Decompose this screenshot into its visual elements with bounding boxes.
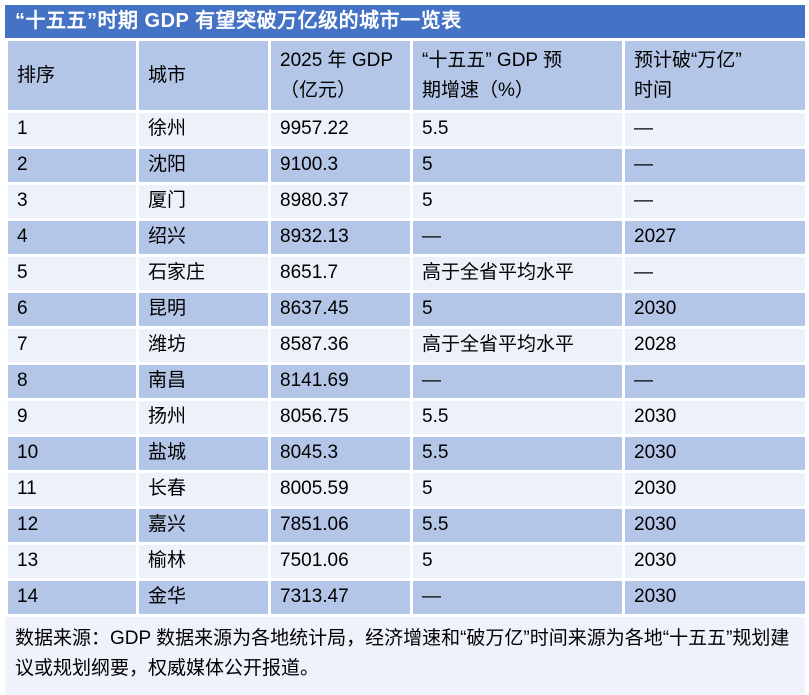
year-cell: 2028	[622, 326, 808, 365]
rank-cell: 14	[5, 578, 139, 617]
gdp-cell: 7313.47	[268, 578, 413, 617]
gdp-cell: 8141.69	[268, 362, 413, 401]
growth-cell: —	[410, 578, 625, 617]
growth-cell: —	[410, 218, 625, 257]
year-cell: —	[622, 110, 808, 149]
table-row: 1 徐州 9957.22 5.5—	[5, 110, 808, 149]
rank-cell: 10	[5, 434, 139, 473]
gdp-cell: 8005.59	[268, 470, 413, 509]
year-cell: —	[622, 362, 808, 401]
year-cell: 2030	[622, 434, 808, 473]
table-row: 10 盐城 8045.3 5.5 2030	[5, 434, 808, 473]
table-row: 3 厦门 8980.37 5—	[5, 182, 808, 221]
growth-cell: 5.5	[410, 110, 625, 149]
year-cell: 2030	[622, 398, 808, 437]
growth-cell: 高于全省平均水平	[410, 254, 625, 293]
growth-cell: 5	[410, 146, 625, 185]
city-cell: 厦门	[136, 182, 271, 221]
rank-cell: 5	[5, 254, 139, 293]
growth-cell: 5.5	[410, 398, 625, 437]
rank-cell: 7	[5, 326, 139, 365]
growth-cell: 5	[410, 542, 625, 581]
rank-cell: 4	[5, 218, 139, 257]
city-cell: 金华	[136, 578, 271, 617]
growth-cell: 5	[410, 182, 625, 221]
table-body: 1 徐州 9957.22 5.5—2 沈阳 9100.3 5—3 厦门 8980.37 5—4 绍兴…	[5, 110, 808, 617]
city-cell: 潍坊	[136, 326, 271, 365]
city-cell: 扬州	[136, 398, 271, 437]
table-row: 5 石家庄 8651.7 高于全省平均水平 —	[5, 254, 808, 293]
city-cell: 石家庄	[136, 254, 271, 293]
gdp-cell: 8637.45	[268, 290, 413, 329]
year-cell: 2030	[622, 290, 808, 329]
table-row: 14 金华 7313.47—2030	[5, 578, 808, 617]
growth-cell: 5.5	[410, 506, 625, 545]
city-cell: 徐州	[136, 110, 271, 149]
col-header-growth: “十五五” GDP 预 期增速（%）	[410, 38, 625, 113]
table-row: 13 榆林 7501.06 5 2030	[5, 542, 808, 581]
gdp-cell: 8980.37	[268, 182, 413, 221]
rank-cell: 12	[5, 506, 139, 545]
gdp-cell: 8056.75	[268, 398, 413, 437]
year-cell: 2030	[622, 506, 808, 545]
gdp-cell: 8587.36	[268, 326, 413, 365]
gdp-cities-table: 排序 城市 2025 年 GDP （亿元） “十五五” GDP 预 期增速（%）…	[5, 38, 808, 617]
data-source-note: 数据来源：GDP 数据来源为各地统计局，经济增速和“破万亿”时间来源为各地“十五…	[5, 617, 805, 695]
table-title: “十五五”时期 GDP 有望突破万亿级的城市一览表	[5, 5, 805, 38]
table-row: 9 扬州 8056.75 5.5 2030	[5, 398, 808, 437]
rank-cell: 3	[5, 182, 139, 221]
rank-cell: 1	[5, 110, 139, 149]
growth-cell: 5	[410, 290, 625, 329]
gdp-cell: 9100.3	[268, 146, 413, 185]
year-cell: 2030	[622, 542, 808, 581]
gdp-cell: 9957.22	[268, 110, 413, 149]
col-header-city: 城市	[136, 38, 271, 113]
rank-cell: 8	[5, 362, 139, 401]
rank-cell: 11	[5, 470, 139, 509]
gdp-cell: 7501.06	[268, 542, 413, 581]
city-cell: 盐城	[136, 434, 271, 473]
city-cell: 长春	[136, 470, 271, 509]
year-cell: —	[622, 254, 808, 293]
year-cell: —	[622, 182, 808, 221]
growth-cell: 高于全省平均水平	[410, 326, 625, 365]
rank-cell: 6	[5, 290, 139, 329]
city-cell: 沈阳	[136, 146, 271, 185]
table-row: 12 嘉兴 7851.06 5.5 2030	[5, 506, 808, 545]
col-header-rank: 排序	[5, 38, 139, 113]
year-cell: 2027	[622, 218, 808, 257]
col-header-year: 预计破“万亿” 时间	[622, 38, 808, 113]
growth-cell: 5	[410, 470, 625, 509]
table-row: 11 长春 8005.59 5 2030	[5, 470, 808, 509]
growth-cell: 5.5	[410, 434, 625, 473]
city-cell: 榆林	[136, 542, 271, 581]
col-header-gdp: 2025 年 GDP （亿元）	[268, 38, 413, 113]
city-cell: 昆明	[136, 290, 271, 329]
table-row: 2 沈阳 9100.3 5—	[5, 146, 808, 185]
rank-cell: 2	[5, 146, 139, 185]
city-cell: 绍兴	[136, 218, 271, 257]
table-row: 6 昆明 8637.45 5 2030	[5, 290, 808, 329]
gdp-cell: 8932.13	[268, 218, 413, 257]
gdp-cell: 8045.3	[268, 434, 413, 473]
header-row: 排序 城市 2025 年 GDP （亿元） “十五五” GDP 预 期增速（%）…	[5, 38, 808, 113]
gdp-cell: 7851.06	[268, 506, 413, 545]
year-cell: —	[622, 146, 808, 185]
table-row: 7 潍坊 8587.36 高于全省平均水平 2028	[5, 326, 808, 365]
table-row: 4 绍兴 8932.13—2027	[5, 218, 808, 257]
rank-cell: 13	[5, 542, 139, 581]
city-cell: 嘉兴	[136, 506, 271, 545]
rank-cell: 9	[5, 398, 139, 437]
table-row: 8 南昌 8141.69— —	[5, 362, 808, 401]
year-cell: 2030	[622, 470, 808, 509]
city-cell: 南昌	[136, 362, 271, 401]
year-cell: 2030	[622, 578, 808, 617]
growth-cell: —	[410, 362, 625, 401]
gdp-cell: 8651.7	[268, 254, 413, 293]
